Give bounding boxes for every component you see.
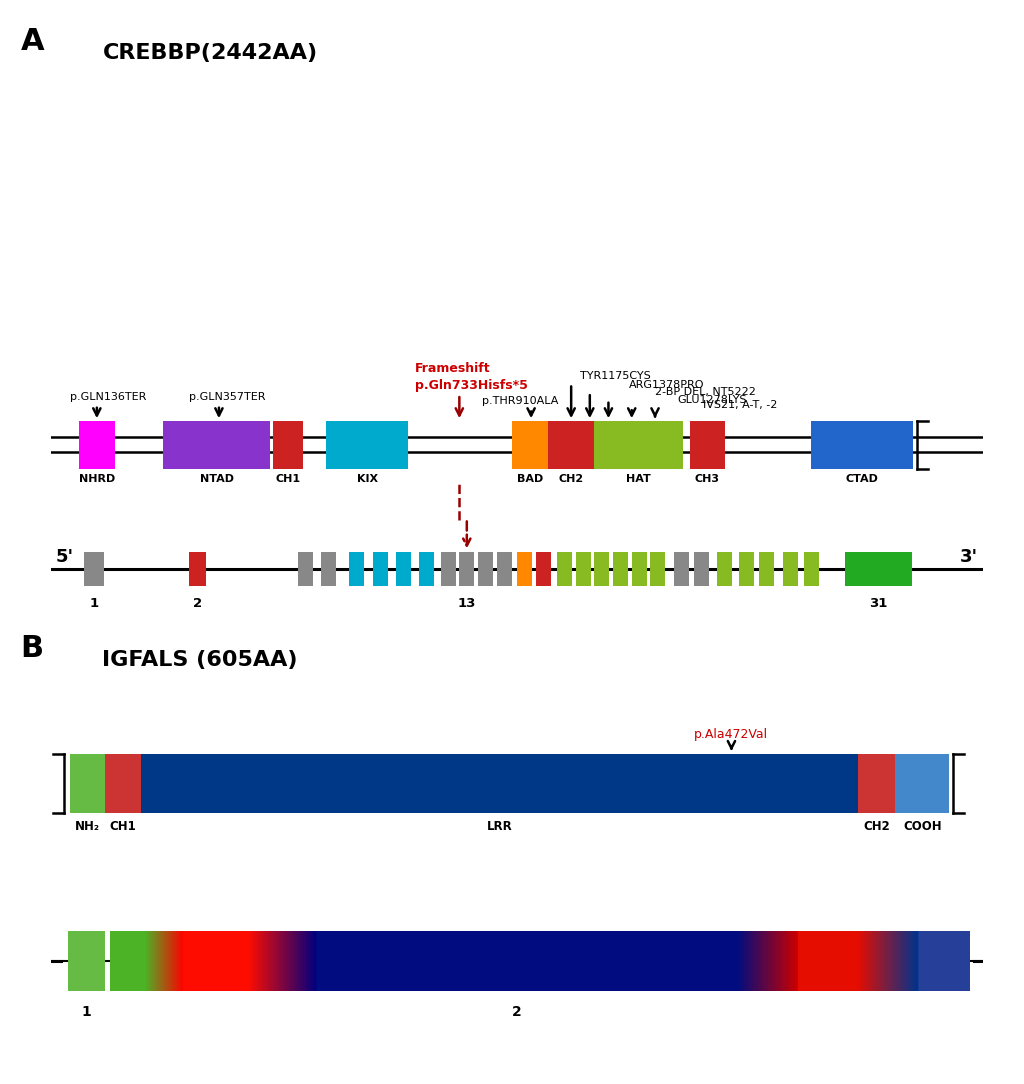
Text: LRR: LRR [486, 820, 512, 833]
Bar [478, 552, 493, 586]
Bar [70, 753, 105, 813]
Bar [349, 552, 365, 586]
Text: 2-BP DEL, NT5222: 2-BP DEL, NT5222 [655, 387, 756, 398]
Bar [68, 931, 105, 991]
Bar [396, 552, 411, 586]
Bar [440, 552, 456, 586]
Bar [739, 552, 754, 586]
Text: 1: 1 [82, 1005, 91, 1019]
Text: 2: 2 [193, 597, 202, 610]
Bar [79, 421, 115, 468]
Text: p.Ala472Val: p.Ala472Val [694, 728, 768, 741]
Text: 13: 13 [458, 597, 476, 610]
Text: BAD: BAD [517, 474, 544, 483]
Text: CTAD: CTAD [846, 474, 879, 483]
Text: COOH: COOH [903, 820, 942, 833]
Text: Frameshift
p.Gln733Hisfs*5: Frameshift p.Gln733Hisfs*5 [415, 362, 527, 391]
Bar [536, 552, 551, 586]
Bar [811, 421, 913, 468]
Text: NH₂: NH₂ [75, 820, 100, 833]
Bar [858, 753, 895, 813]
Bar [548, 421, 595, 468]
Text: CH2: CH2 [559, 474, 584, 483]
Bar [322, 552, 336, 586]
Bar [689, 421, 725, 468]
Text: 31: 31 [869, 597, 888, 610]
Bar [895, 753, 949, 813]
Bar [163, 421, 270, 468]
Text: CREBBP(2442AA): CREBBP(2442AA) [102, 43, 317, 63]
Bar [650, 552, 666, 586]
Text: 5': 5' [56, 549, 74, 567]
Text: NHRD: NHRD [79, 474, 115, 483]
Text: B: B [20, 634, 44, 663]
Bar [419, 552, 434, 586]
Text: CH1: CH1 [110, 820, 136, 833]
Bar [517, 552, 532, 586]
Bar [804, 552, 819, 586]
Bar [674, 552, 688, 586]
Text: IVS21, A-T, -2: IVS21, A-T, -2 [703, 400, 778, 411]
Text: CH2: CH2 [863, 820, 890, 833]
Text: IGFALS (605AA): IGFALS (605AA) [102, 650, 298, 670]
Text: CH1: CH1 [275, 474, 300, 483]
Bar [273, 421, 303, 468]
Bar [140, 753, 858, 813]
Text: 3': 3' [961, 549, 978, 567]
Text: TYR1175CYS: TYR1175CYS [581, 371, 651, 382]
Bar [460, 552, 474, 586]
Text: ARG1378PRO: ARG1378PRO [629, 379, 705, 390]
Bar [497, 552, 512, 586]
Bar [512, 421, 548, 468]
Text: 1: 1 [89, 597, 98, 610]
Text: p.THR910ALA: p.THR910ALA [481, 396, 558, 406]
Text: KIX: KIX [356, 474, 378, 483]
Bar [595, 552, 609, 586]
Bar [189, 552, 206, 586]
Bar [694, 552, 709, 586]
Bar [298, 552, 313, 586]
Bar [84, 552, 104, 586]
Text: p.GLN136TER: p.GLN136TER [70, 392, 146, 402]
Bar [373, 552, 388, 586]
Bar [760, 552, 774, 586]
Text: A: A [20, 27, 44, 56]
Bar [105, 753, 140, 813]
Text: p.GLN357TER: p.GLN357TER [189, 392, 265, 402]
Text: NTAD: NTAD [200, 474, 233, 483]
Bar [782, 552, 798, 586]
Bar [613, 552, 628, 586]
Bar [557, 552, 572, 586]
Text: CH3: CH3 [694, 474, 720, 483]
Bar [595, 421, 683, 468]
Bar [632, 552, 646, 586]
Bar [718, 552, 732, 586]
Text: GLU1278LYS: GLU1278LYS [678, 395, 746, 404]
Bar [326, 421, 409, 468]
Bar [575, 552, 591, 586]
Bar [845, 552, 912, 586]
Text: HAT: HAT [627, 474, 651, 483]
Text: 2: 2 [512, 1005, 522, 1019]
